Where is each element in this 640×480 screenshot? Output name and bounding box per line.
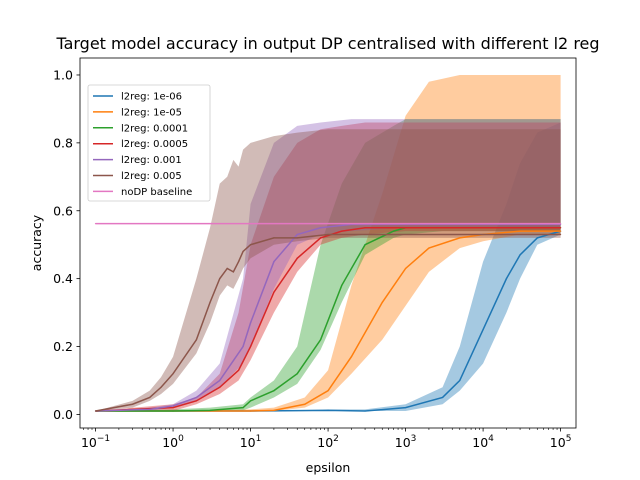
data-point-l2reg-0-0005 xyxy=(404,227,407,229)
data-point-l2reg-1e-05 xyxy=(304,403,306,405)
band-l2reg-0-005 xyxy=(95,129,561,412)
y-axis-label: accuracy xyxy=(29,214,44,271)
data-point-l2reg-0-0005 xyxy=(237,369,240,371)
data-point-l2reg-1e-05 xyxy=(560,230,562,232)
data-point-l2reg-0-005 xyxy=(237,261,240,263)
data-point-l2reg-0-0005 xyxy=(364,227,366,229)
data-point-l2reg-0-001 xyxy=(249,322,252,324)
data-point-l2reg-0-0005 xyxy=(296,257,298,259)
data-point-l2reg-1e-06 xyxy=(327,409,329,411)
series-lines xyxy=(94,222,562,412)
data-point-l2reg-1e-06 xyxy=(459,379,461,382)
data-point-l2reg-0-0001 xyxy=(341,284,343,287)
data-point-l2reg-0-0001 xyxy=(392,230,395,232)
band-l2reg-1e-05 xyxy=(95,74,561,412)
data-point-l2reg-0-005 xyxy=(249,244,252,246)
data-point-l2reg-0-0005 xyxy=(172,407,174,409)
legend-label-nodp-baseline: noDP baseline xyxy=(121,187,192,198)
data-point-l2reg-0-001 xyxy=(172,405,174,407)
legend-box xyxy=(87,84,211,202)
data-point-l2reg-1e-05 xyxy=(404,267,407,270)
legend-label-l2reg-0-001: l2reg: 0.001 xyxy=(121,155,182,166)
data-point-l2reg-0-005 xyxy=(209,301,211,303)
data-point-l2reg-0-001 xyxy=(195,396,197,399)
legend-label-l2reg-0-005: l2reg: 0.005 xyxy=(121,171,182,182)
data-point-l2reg-0-0001 xyxy=(172,410,174,412)
x-axis-label: epsilon xyxy=(306,460,351,475)
data-point-l2reg-1e-05 xyxy=(381,301,383,303)
data-point-l2reg-0-005 xyxy=(296,237,298,239)
chart-title: Target model accuracy in output DP centr… xyxy=(55,34,599,53)
data-point-l2reg-0-0001 xyxy=(242,407,244,409)
data-point-l2reg-0-0005 xyxy=(560,227,562,229)
data-point-l2reg-0-005 xyxy=(149,396,151,399)
data-point-l2reg-0-0005 xyxy=(273,291,275,293)
data-point-l2reg-0-005 xyxy=(273,237,275,239)
data-point-l2reg-1e-06 xyxy=(482,328,484,331)
data-point-l2reg-0-005 xyxy=(195,339,197,341)
legend-label-l2reg-0-0001: l2reg: 0.0001 xyxy=(121,123,188,134)
data-point-l2reg-0-0005 xyxy=(249,345,252,348)
data-point-l2reg-0-005 xyxy=(232,271,234,273)
legend-label-l2reg-1e-06: l2reg: 1e-06 xyxy=(121,92,182,103)
data-point-l2reg-1e-05 xyxy=(249,410,252,412)
data-point-l2reg-0-005 xyxy=(131,403,134,405)
data-point-l2reg-0-005 xyxy=(94,410,97,412)
data-point-l2reg-1e-05 xyxy=(327,390,329,392)
data-point-l2reg-0-005 xyxy=(242,250,244,253)
y-tick-label: 0.4 xyxy=(53,271,73,286)
legend-label-l2reg-1e-05: l2reg: 1e-05 xyxy=(121,107,182,118)
data-point-l2reg-0-0001 xyxy=(364,244,366,246)
data-point-l2reg-1e-05 xyxy=(350,356,353,358)
band-l2reg-0-0005 xyxy=(95,122,561,412)
confidence-bands xyxy=(95,74,561,412)
data-point-l2reg-0-0001 xyxy=(249,400,252,402)
data-point-l2reg-0-001 xyxy=(273,261,275,263)
plot-area: 10−1 100 101 102 103 104 105 0.00.20.40.60.81.… xyxy=(53,57,577,450)
data-point-l2reg-0-0001 xyxy=(273,390,275,392)
legend: l2reg: 1e-06 l2reg: 1e-05 l2reg: 0.0001 l2r… xyxy=(87,84,211,202)
data-point-l2reg-1e-06 xyxy=(404,407,407,409)
band-l2reg-0-0001 xyxy=(95,119,561,412)
data-point-l2reg-0-001 xyxy=(219,379,221,382)
data-point-l2reg-0-005 xyxy=(172,373,174,375)
data-point-l2reg-1e-06 xyxy=(536,237,538,239)
data-point-l2reg-1e-06 xyxy=(364,410,366,412)
data-point-nodp-baseline xyxy=(94,223,97,225)
y-tick-label: 0.8 xyxy=(53,135,73,150)
data-point-l2reg-0-0005 xyxy=(195,400,197,402)
data-point-l2reg-0-005 xyxy=(160,386,162,388)
data-point-l2reg-1e-05 xyxy=(519,230,521,232)
data-point-l2reg-0-001 xyxy=(319,227,322,229)
y-tick-label: 1.0 xyxy=(53,67,73,82)
data-point-l2reg-0-005 xyxy=(327,233,329,236)
data-point-l2reg-0-0001 xyxy=(319,339,322,341)
data-point-l2reg-0-0005 xyxy=(341,230,343,232)
data-point-l2reg-1e-06 xyxy=(505,278,508,280)
data-point-l2reg-0-005 xyxy=(226,267,228,270)
data-point-l2reg-0-001 xyxy=(242,345,244,348)
band-l2reg-0-001 xyxy=(95,119,561,412)
data-point-l2reg-0-001 xyxy=(149,408,151,410)
data-point-l2reg-0-0001 xyxy=(296,373,298,375)
y-tick-label: 0.0 xyxy=(53,407,73,422)
data-point-l2reg-1e-05 xyxy=(273,409,275,411)
data-point-l2reg-1e-05 xyxy=(459,237,461,239)
data-point-l2reg-1e-05 xyxy=(428,247,430,249)
data-point-l2reg-0-0005 xyxy=(219,386,221,388)
y-tick-label: 0.6 xyxy=(53,203,73,218)
data-point-l2reg-1e-06 xyxy=(519,254,521,256)
data-point-l2reg-0-0001 xyxy=(209,409,211,411)
data-point-l2reg-0-0005 xyxy=(319,237,322,239)
data-point-nodp-baseline xyxy=(560,223,562,225)
y-tick-label: 0.2 xyxy=(53,339,73,354)
data-point-l2reg-0-005 xyxy=(560,233,562,236)
y-axis-ticks: 0.0 0.2 0.4 0.6 0.8 1.0 xyxy=(53,67,80,422)
legend-label-l2reg-0-0005: l2reg: 0.0005 xyxy=(121,139,188,150)
data-point-l2reg-0-001 xyxy=(296,233,298,236)
data-point-l2reg-0-005 xyxy=(219,278,221,280)
data-point-l2reg-1e-06 xyxy=(441,396,444,399)
